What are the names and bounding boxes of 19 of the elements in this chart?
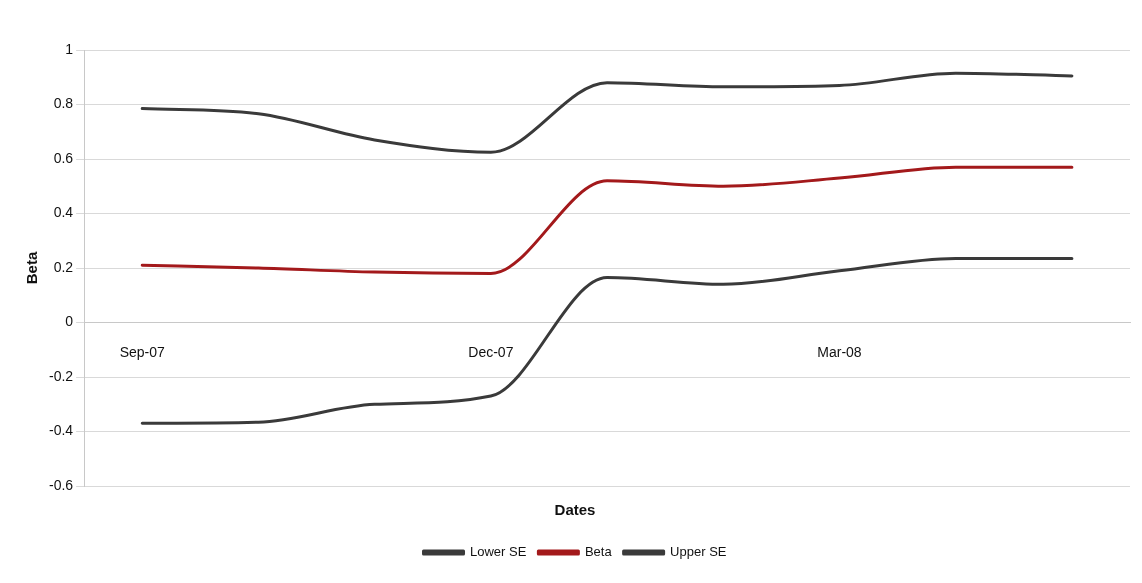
- y-tick-label: 1: [65, 40, 74, 57]
- y-tick-label: 0.6: [53, 149, 74, 166]
- legend-label: Lower SE: [470, 544, 527, 560]
- y-tick-label: 0: [65, 313, 74, 330]
- x-tick-label: Mar-08: [817, 343, 862, 360]
- y-tick-label: 0.4: [53, 204, 74, 221]
- x-tick-label: Sep-07: [119, 343, 166, 360]
- y-tick-label: -0.4: [49, 422, 74, 439]
- y-tick-label: 0.2: [53, 258, 74, 275]
- y-tick-label: -0.2: [49, 367, 74, 384]
- x-axis-title: Dates: [554, 501, 596, 519]
- y-tick-label: 0.8: [53, 95, 74, 112]
- x-tick-label: Dec-07: [468, 343, 514, 360]
- line-series: [140, 165, 1074, 275]
- legend-label: Upper SE: [670, 544, 727, 560]
- legend-label: Beta: [584, 544, 613, 560]
- y-tick-label: -0.6: [49, 476, 74, 493]
- line-series: [140, 71, 1074, 154]
- y-axis-title: Beta: [23, 251, 41, 285]
